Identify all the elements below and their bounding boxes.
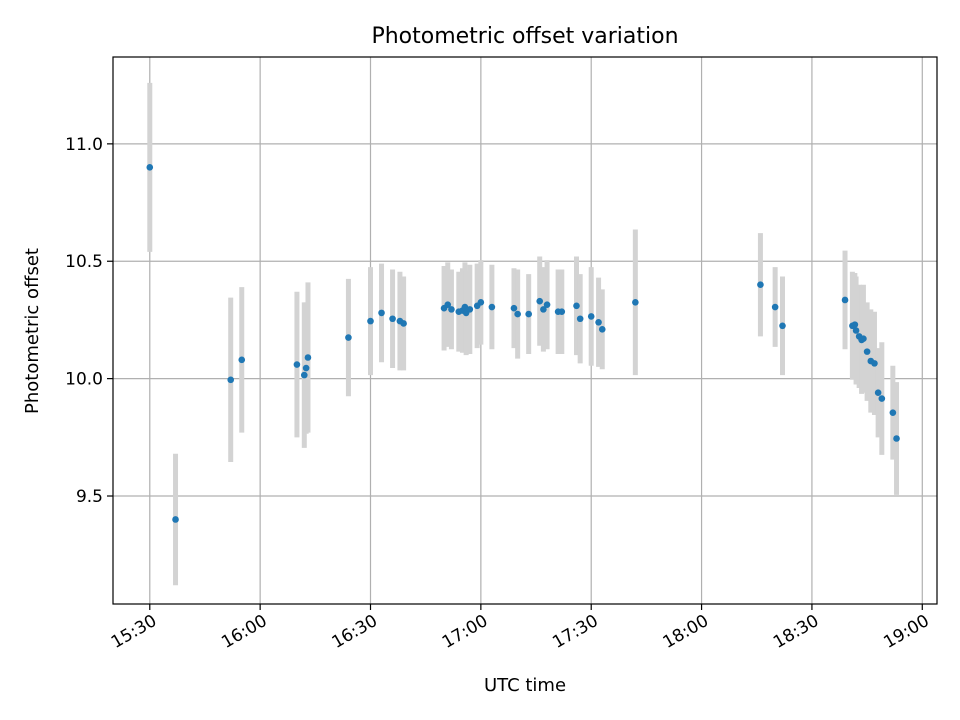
data-point xyxy=(540,306,547,313)
x-tick-label: 18:30 xyxy=(770,611,822,653)
data-point xyxy=(510,304,518,312)
data-point xyxy=(300,371,308,379)
y-axis: 9.5 10.0 10.5 11.0 xyxy=(65,135,113,507)
data-point xyxy=(863,348,871,355)
data-point xyxy=(378,309,385,317)
data-point xyxy=(860,335,867,343)
data-point xyxy=(576,315,584,323)
data-point xyxy=(477,299,485,306)
x-tick-label: 16:30 xyxy=(329,611,381,653)
data-point xyxy=(587,313,595,320)
data-point xyxy=(400,320,407,327)
data-point xyxy=(525,310,532,318)
y-tick-label: 10.5 xyxy=(65,252,103,272)
data-point xyxy=(227,376,235,384)
data-point xyxy=(632,299,639,306)
data-point xyxy=(536,297,544,305)
data-point xyxy=(238,356,246,364)
data-points xyxy=(146,164,900,523)
x-axis: 15:30 16:00 16:30 17:00 17:30 18:00 18:30 19:00 xyxy=(108,604,933,653)
y-axis-label: Photometric offset xyxy=(22,248,43,414)
plot-frame xyxy=(112,56,938,605)
data-point xyxy=(598,326,606,333)
data-point xyxy=(172,516,179,523)
data-point xyxy=(878,395,886,402)
x-axis-label: UTC time xyxy=(484,675,566,696)
data-point xyxy=(874,389,882,397)
x-tick-label: 15:30 xyxy=(108,611,160,653)
data-point xyxy=(293,361,301,368)
x-tick-label: 17:30 xyxy=(549,611,601,653)
data-point xyxy=(444,301,452,308)
y-tick-label: 10.0 xyxy=(65,370,103,390)
data-point xyxy=(514,310,521,318)
data-point xyxy=(851,321,859,328)
x-tick-label: 19:00 xyxy=(880,611,932,653)
data-point xyxy=(558,308,566,316)
data-point xyxy=(448,306,455,313)
y-tick-label: 9.5 xyxy=(76,487,103,507)
chart-title: Photometric offset variation xyxy=(371,24,678,49)
data-point xyxy=(466,306,474,313)
data-point xyxy=(841,296,849,304)
plot-area xyxy=(113,57,937,604)
data-point xyxy=(595,318,602,326)
x-tick-label: 18:00 xyxy=(660,611,712,653)
data-point xyxy=(893,435,900,442)
data-point xyxy=(461,303,469,311)
data-point xyxy=(771,303,779,311)
data-point xyxy=(543,301,551,308)
data-point xyxy=(889,409,897,416)
data-point xyxy=(852,327,860,334)
data-point xyxy=(302,364,310,372)
data-point xyxy=(488,303,496,311)
data-point xyxy=(146,164,154,171)
data-point xyxy=(345,334,352,341)
data-point xyxy=(367,317,374,325)
data-point xyxy=(573,302,580,310)
data-point xyxy=(304,354,312,361)
data-point xyxy=(871,360,878,367)
grid xyxy=(113,57,937,604)
x-tick-label: 17:00 xyxy=(439,611,491,653)
y-tick-label: 11.0 xyxy=(65,135,103,155)
data-point xyxy=(389,315,396,323)
x-tick-label: 16:00 xyxy=(218,611,270,653)
data-point xyxy=(779,322,786,330)
data-point xyxy=(757,281,764,289)
